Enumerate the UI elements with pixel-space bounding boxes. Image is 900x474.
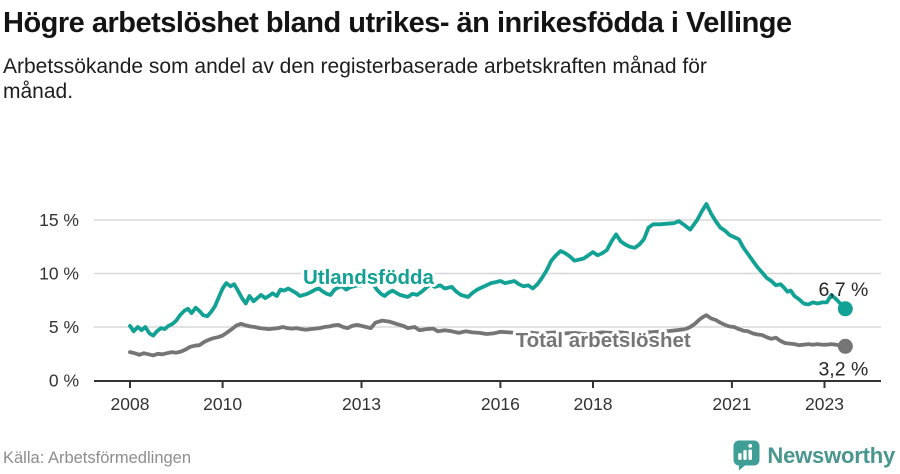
series-label-total-arbetsl-shet: Total arbetslöshet (516, 329, 691, 352)
x-tick-label-2018: 2018 (574, 394, 613, 414)
y-tick-label-0: 0 % (49, 371, 79, 391)
page-subtitle: Arbetssökande som andel av den registerb… (3, 55, 707, 103)
y-tick-label-10: 10 % (39, 264, 79, 284)
end-dot-total-arbetsl-shet (837, 338, 853, 354)
x-tick-label-2013: 2013 (342, 394, 381, 414)
x-tick-label-2010: 2010 (203, 394, 242, 414)
x-tick-label-2023: 2023 (805, 394, 844, 414)
series-label-utlandsf-dda: Utlandsfödda (303, 266, 435, 289)
chart-header: Högre arbetslöshet bland utrikes- än inr… (3, 4, 863, 104)
newsworthy-logo: Newsworthy (733, 440, 895, 471)
x-tick-label-2016: 2016 (481, 394, 520, 414)
end-value-label-total-arbetsl-shet: 3,2 % (818, 358, 868, 380)
end-dot-utlandsf-dda (837, 301, 853, 317)
x-tick-label-2008: 2008 (111, 394, 150, 414)
page-title: Högre arbetslöshet bland utrikes- än inr… (3, 7, 792, 39)
y-tick-label-5: 5 % (49, 317, 79, 337)
newsworthy-wordmark: Newsworthy (767, 442, 895, 468)
end-value-label-utlandsf-dda: 6,7 % (818, 279, 868, 301)
chart-footer: Källa: Arbetsförmedlingen Newsworthy (0, 434, 900, 474)
newsworthy-bar-chart-icon (733, 440, 760, 471)
source-note: Källa: Arbetsförmedlingen (3, 449, 192, 467)
series-line-total-arbetsl-shet (128, 313, 848, 358)
y-tick-label-15: 15 % (39, 210, 79, 230)
x-tick-label-2021: 2021 (712, 394, 751, 414)
series-line-utlandsf-dda (128, 202, 848, 338)
